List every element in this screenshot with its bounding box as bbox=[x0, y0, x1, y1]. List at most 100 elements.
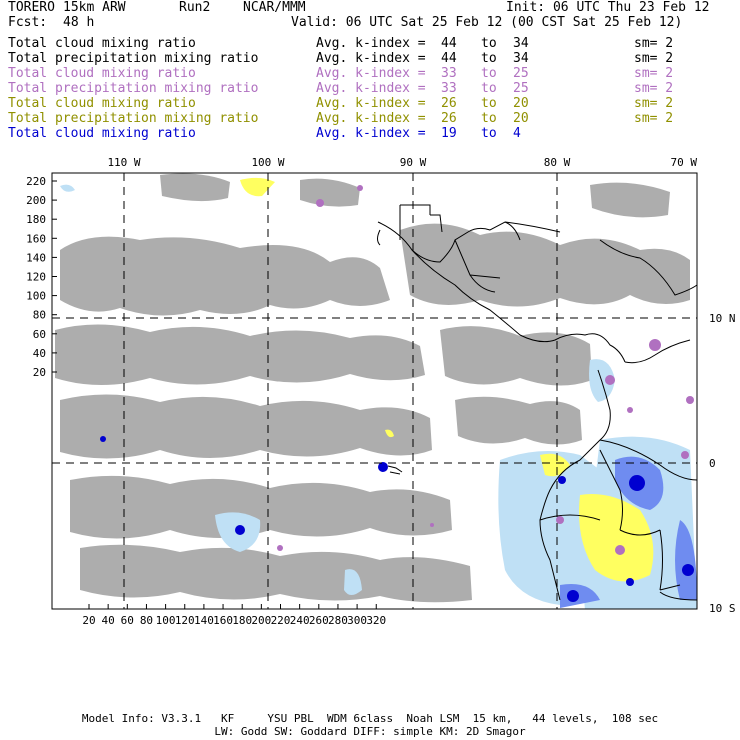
k-index-to-label: to bbox=[481, 111, 497, 126]
model-org: NCAR/MMM bbox=[243, 0, 306, 15]
field-name: Total cloud mixing ratio bbox=[8, 66, 196, 81]
field-name: Total precipitation mixing ratio bbox=[8, 51, 259, 66]
x-tick-label: 20 bbox=[82, 614, 95, 627]
field-name: Total cloud mixing ratio bbox=[8, 36, 196, 51]
model-run: Run2 bbox=[179, 0, 211, 15]
x-tick-label: 300 bbox=[347, 614, 367, 627]
forecast-label: Fcst: bbox=[8, 15, 48, 30]
blue-precip bbox=[100, 436, 697, 608]
field-row: Total precipitation mixing ratio Avg. k-i… bbox=[8, 112, 678, 127]
model-name: TORERO bbox=[8, 0, 55, 15]
y-tick-label: 80 bbox=[33, 309, 46, 322]
y-tick-label: 180 bbox=[26, 213, 46, 226]
purple-cloud bbox=[277, 185, 694, 555]
model-info-line-1: Model Info: V3.3.1 KF YSU PBL WDM 6class… bbox=[81, 712, 659, 725]
model-resolution: 15km ARW bbox=[63, 0, 126, 15]
smoothing: sm= 2 bbox=[634, 51, 674, 66]
k-index-to: 20 bbox=[513, 111, 529, 126]
field-name: Total cloud mixing ratio bbox=[8, 96, 196, 111]
field-row: Total cloud mixing ratio Avg. k-index = 19… bbox=[8, 127, 678, 142]
smoothing: sm= 2 bbox=[634, 96, 674, 111]
x-tick-label: 260 bbox=[309, 614, 329, 627]
header-line-2: Fcst: 48 h Valid: 06 UTC Sat 25 Feb 12 (… bbox=[8, 16, 734, 31]
y-tick-label: 220 bbox=[26, 175, 46, 188]
k-index-from: 26 bbox=[441, 111, 457, 126]
model-info-line-2: LW: Godd SW: Goddard DIFF: simple KM: 2D… bbox=[214, 725, 526, 738]
field-name: Total precipitation mixing ratio bbox=[8, 111, 259, 126]
smoothing: sm= 2 bbox=[634, 36, 674, 51]
coastlines bbox=[377, 204, 697, 601]
lat-label: 10 N bbox=[709, 312, 736, 325]
x-tick-label: 280 bbox=[328, 614, 348, 627]
map-frame bbox=[51, 172, 698, 610]
k-index-to-label: to bbox=[481, 51, 497, 66]
k-index-from: 33 bbox=[441, 66, 457, 81]
lat-label: 0 bbox=[709, 457, 716, 470]
k-index-from: 33 bbox=[441, 81, 457, 96]
y-tick-label: 60 bbox=[33, 328, 46, 341]
field-row: Total cloud mixing ratio Avg. k-index = 26… bbox=[8, 97, 678, 112]
x-tick-label: 240 bbox=[290, 614, 310, 627]
field-name: Total cloud mixing ratio bbox=[8, 126, 196, 141]
k-index-to: 34 bbox=[513, 51, 529, 66]
lon-label: 80 W bbox=[544, 156, 571, 169]
k-index-from: 44 bbox=[441, 36, 457, 51]
smoothing: sm= 2 bbox=[634, 66, 674, 81]
init-time: Init: 06 UTC Thu 23 Feb 12 bbox=[506, 0, 710, 15]
valid-time: Valid: 06 UTC Sat 25 Feb 12 (00 CST Sat … bbox=[291, 15, 683, 30]
field-name: Total precipitation mixing ratio bbox=[8, 81, 259, 96]
header-line-1: TORERO 15km ARW Run2 NCAR/MMM Init: 06 U… bbox=[8, 1, 734, 16]
x-tick-label: 180 bbox=[232, 614, 252, 627]
y-tick-label: 120 bbox=[26, 271, 46, 284]
x-tick-label: 60 bbox=[121, 614, 134, 627]
smoothing: sm= 2 bbox=[634, 111, 674, 126]
x-tick-label: 40 bbox=[102, 614, 115, 627]
y-tick-label: 20 bbox=[33, 366, 46, 379]
y-tick-label: 100 bbox=[26, 290, 46, 303]
field-row: Total precipitation mixing ratio Avg. k-i… bbox=[8, 52, 678, 67]
lat-label: 10 S bbox=[709, 602, 736, 615]
x-tick-label: 320 bbox=[366, 614, 386, 627]
latlon-grid bbox=[52, 173, 697, 609]
x-tick-label: 80 bbox=[140, 614, 153, 627]
k-index-from: 19 bbox=[441, 126, 457, 141]
field-row: Total precipitation mixing ratio Avg. k-i… bbox=[8, 82, 678, 97]
k-index-to-label: to bbox=[481, 66, 497, 81]
k-index-label: Avg. k-index = bbox=[316, 111, 426, 126]
y-tick-label: 40 bbox=[33, 347, 46, 360]
y-tick-label: 200 bbox=[26, 194, 46, 207]
k-index-to: 4 bbox=[513, 126, 521, 141]
smoothing: sm= 2 bbox=[634, 81, 674, 96]
grey-cloud-field bbox=[55, 173, 690, 603]
x-tick-label: 160 bbox=[213, 614, 233, 627]
x-tick-label: 220 bbox=[271, 614, 291, 627]
k-index-to-label: to bbox=[481, 96, 497, 111]
x-tick-label: 140 bbox=[194, 614, 214, 627]
k-index-label: Avg. k-index = bbox=[316, 51, 426, 66]
k-index-from: 26 bbox=[441, 96, 457, 111]
lon-label: 70 W bbox=[671, 156, 698, 169]
k-index-to: 25 bbox=[513, 66, 529, 81]
lon-label: 100 W bbox=[251, 156, 284, 169]
k-index-label: Avg. k-index = bbox=[316, 96, 426, 111]
k-index-to: 20 bbox=[513, 96, 529, 111]
x-tick-label: 120 bbox=[175, 614, 195, 627]
x-tick-label: 100 bbox=[156, 614, 176, 627]
k-index-to: 25 bbox=[513, 81, 529, 96]
lon-label: 110 W bbox=[107, 156, 140, 169]
k-index-label: Avg. k-index = bbox=[316, 66, 426, 81]
yellow-precip bbox=[240, 177, 654, 582]
y-tick-label: 140 bbox=[26, 251, 46, 264]
k-index-label: Avg. k-index = bbox=[316, 81, 426, 96]
k-index-to-label: to bbox=[481, 36, 497, 51]
k-index-from: 44 bbox=[441, 51, 457, 66]
k-index-to: 34 bbox=[513, 36, 529, 51]
y-tick-label: 160 bbox=[26, 232, 46, 245]
k-index-label: Avg. k-index = bbox=[316, 36, 426, 51]
k-index-to-label: to bbox=[481, 126, 497, 141]
k-index-label: Avg. k-index = bbox=[316, 126, 426, 141]
x-tick-label: 200 bbox=[251, 614, 271, 627]
forecast-hours: 48 h bbox=[63, 15, 95, 30]
field-row: Total cloud mixing ratio Avg. k-index = 33… bbox=[8, 67, 678, 82]
